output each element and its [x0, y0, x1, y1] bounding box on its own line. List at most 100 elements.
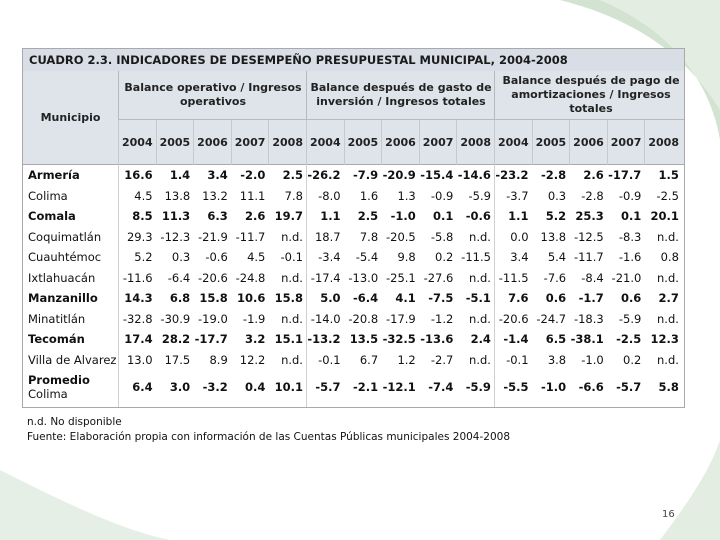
- value-cell: -26.2: [307, 168, 341, 183]
- year-header-cell: 2005: [155, 120, 194, 165]
- value-cell: n.d.: [281, 270, 303, 285]
- table-row: Ixtlahuacán -11.6 -6.4 -20.6 -24.8 n.d. -17.4-…: [23, 268, 682, 289]
- value-cell: -7.9: [353, 168, 379, 183]
- value-cell: 2.6: [583, 168, 604, 183]
- value-cell: n.d.: [281, 311, 303, 326]
- value-cell: 14.3: [124, 291, 153, 306]
- value-cell: -21.9: [198, 229, 228, 244]
- value-cell: 5.2: [134, 250, 153, 265]
- table-row: Tecomán 17.4 28.2 -17.7 3.2 15.1 -13.2 13.5 -32.…: [23, 329, 682, 350]
- municipio-name: Manzanillo: [28, 291, 98, 306]
- value-cell: -1.9: [242, 311, 266, 326]
- value-cell: -27.6: [423, 270, 454, 285]
- value-cell: 5.2: [545, 209, 567, 224]
- value-cell: -5.9: [468, 188, 491, 203]
- value-cell: -2.7: [430, 352, 454, 367]
- value-cell: 11.3: [161, 209, 191, 224]
- value-cell: -0.6: [205, 250, 228, 265]
- value-cell: -1.6: [618, 250, 642, 265]
- value-cell: 4.5: [134, 188, 153, 203]
- value-cell: 7.8: [359, 229, 379, 244]
- column-divider: [494, 164, 495, 407]
- value-cell: n.d.: [469, 311, 491, 326]
- year-header-cell: 2008: [456, 120, 494, 165]
- value-cell: 0.2: [623, 352, 642, 367]
- value-cell: -11.5: [498, 270, 529, 285]
- value-cell: 3.4: [510, 250, 529, 265]
- year-header-cell: 2006: [569, 120, 607, 165]
- value-cell: 6.3: [207, 209, 228, 224]
- value-cell: -32.5: [382, 332, 416, 347]
- value-cell: -1.0: [540, 380, 567, 394]
- value-cell: 4.1: [395, 291, 416, 306]
- value-cell: 1.2: [397, 352, 416, 367]
- table-row: Villa de Alvarez 13.0 17.5 8.9 12.2 n.d. -0.1 6…: [23, 350, 682, 371]
- year-header-cell: 2007: [418, 120, 457, 165]
- value-cell: n.d.: [657, 352, 679, 367]
- value-cell: -21.0: [611, 270, 642, 285]
- value-cell: -0.1: [280, 250, 303, 265]
- range-cell: 1.1% a 3.5%: [306, 404, 494, 407]
- value-cell: -5.4: [355, 250, 379, 265]
- year-header-row: 2004 2005 2006 2007 2008 2004 2005 2006 2007 2008…: [118, 119, 684, 165]
- value-cell: -11.6: [122, 270, 153, 285]
- value-cell: -12.3: [160, 229, 191, 244]
- promedio-label-line1: Promedio: [28, 373, 90, 387]
- value-cell: -6.4: [167, 270, 191, 285]
- value-cell: -1.2: [430, 311, 454, 326]
- value-cell: -2.0: [240, 168, 266, 183]
- table-row: Armería 16.6 1.4 3.4 -2.0 2.5 -26.2 -7.9 -20.9 -1…: [23, 165, 682, 186]
- value-cell: -13.2: [307, 332, 341, 347]
- value-cell: 1.6: [359, 188, 379, 203]
- municipio-name: Minatitlán: [28, 311, 86, 326]
- year-header-cell: 2007: [230, 120, 269, 165]
- value-cell: -1.4: [503, 332, 529, 347]
- value-cell: 13.8: [540, 229, 567, 244]
- year-header-cell: 2008: [268, 120, 306, 165]
- value-cell: -5.1: [465, 291, 491, 306]
- value-cell: n.d.: [281, 229, 303, 244]
- value-cell: -12.5: [573, 229, 604, 244]
- value-cell: -3.2: [202, 380, 228, 394]
- year-header-cell: 2005: [531, 120, 570, 165]
- value-cell: -32.8: [122, 311, 153, 326]
- value-cell: n.d.: [469, 352, 491, 367]
- value-cell: 0.6: [620, 291, 642, 306]
- value-cell: -2.1: [353, 380, 379, 394]
- municipio-name: Villa de Alvarez: [28, 352, 117, 367]
- value-cell: -7.4: [428, 380, 454, 394]
- value-cell: 8.5: [132, 209, 153, 224]
- table-row: Cuauhtémoc 5.2 0.3 -0.6 4.5 -0.1 -3.4 -5.4 9.8 0.…: [23, 247, 682, 268]
- value-cell: -5.8: [430, 229, 454, 244]
- table-title: CUADRO 2.3. INDICADORES DE DESEMPEÑO PRE…: [23, 49, 684, 71]
- value-cell: 0.6: [545, 291, 567, 306]
- value-cell: 2.5: [282, 168, 303, 183]
- value-cell: 1.4: [169, 168, 191, 183]
- value-cell: 12.3: [650, 332, 679, 347]
- budget-indicators-table-frame: CUADRO 2.3. INDICADORES DE DESEMPEÑO PRE…: [22, 48, 685, 408]
- value-cell: -18.3: [573, 311, 604, 326]
- value-cell: 0.8: [660, 250, 679, 265]
- value-cell: 0.3: [547, 188, 567, 203]
- value-cell: 2.7: [658, 291, 679, 306]
- value-cell: -24.7: [536, 311, 567, 326]
- value-cell: -17.4: [310, 270, 341, 285]
- table-row: Colima 4.5 13.8 13.2 11.1 7.8 -8.0 1.6 1.3 -0.9 -5…: [23, 186, 682, 207]
- value-cell: n.d.: [469, 270, 491, 285]
- table-row: Manzanillo 14.3 6.8 15.8 10.6 15.8 5.0 -6.4 4.1-…: [23, 288, 682, 309]
- value-cell: 1.3: [397, 188, 416, 203]
- value-cell: 13.5: [349, 332, 379, 347]
- value-cell: -38.1: [570, 332, 604, 347]
- promedio-sp-label: PromedioMunicipios S&P: [23, 404, 118, 407]
- year-header-cell: 2007: [606, 120, 645, 165]
- value-cell: 20.1: [650, 209, 679, 224]
- column-divider: [118, 164, 119, 407]
- value-cell: -0.1: [318, 352, 341, 367]
- municipio-name: Cuauhtémoc: [28, 250, 102, 265]
- value-cell: 15.1: [274, 332, 303, 347]
- value-cell: -1.0: [581, 352, 604, 367]
- value-cell: -19.0: [198, 311, 228, 326]
- note-nd: n.d. No disponible: [27, 416, 122, 428]
- value-cell: -11.7: [573, 250, 604, 265]
- value-cell: n.d.: [281, 352, 303, 367]
